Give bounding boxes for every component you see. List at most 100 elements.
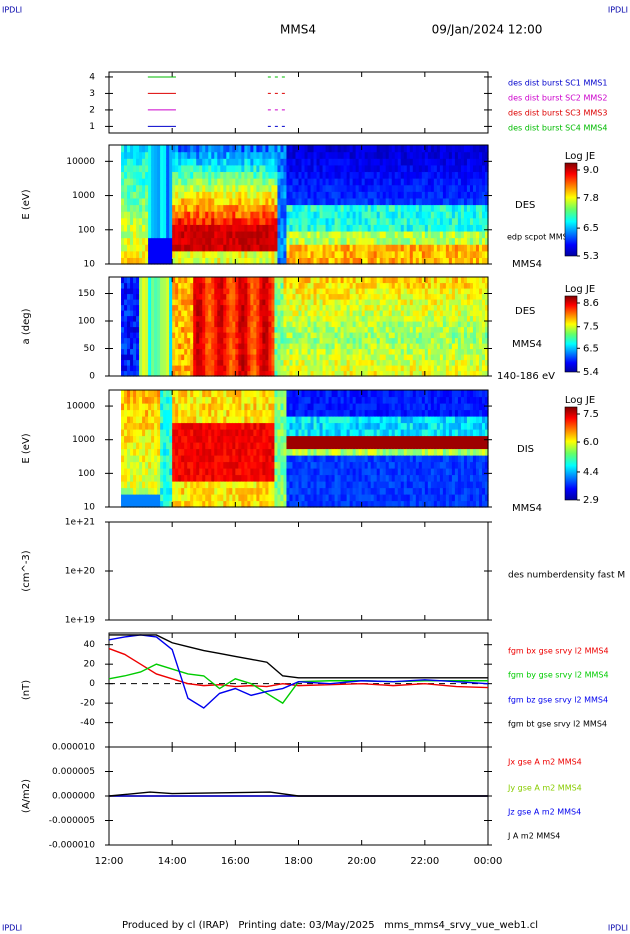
spectrogram-cell [196,416,200,424]
spectrogram-cell [166,396,170,404]
spectrogram-cell [247,304,251,311]
spectrogram-cell [343,171,348,179]
spectrogram-cell [205,151,209,159]
annotation: MMS4 [512,259,542,270]
spectrogram-cell [187,337,191,344]
spectrogram-cell [283,348,288,355]
spectrogram-cell [409,326,414,333]
spectrogram-cell [331,326,336,333]
spectrogram-cell [148,370,152,377]
spectrogram-cell [424,299,429,306]
spectrogram-cell [367,348,372,355]
spectrogram-cell [478,178,483,186]
spectrogram-cell [169,442,173,450]
spectrogram-cell [385,244,390,252]
spectrogram-cell [124,500,128,508]
spectrogram-cell [331,277,336,284]
spectrogram-cell [241,257,245,265]
spectrogram-cell [196,145,200,153]
spectrogram-cell [193,197,197,206]
spectrogram-cell [169,257,173,265]
spectrogram-cell [430,321,435,328]
spectrogram-cell [184,257,188,265]
spectrogram-cell [184,293,188,300]
spectrogram-cell [130,237,134,245]
spectrogram-cell [127,359,131,366]
spectrogram-cell [124,217,128,225]
spectrogram-cell [217,158,221,166]
spectrogram-cell [220,230,224,239]
spectrogram-cell [181,494,185,502]
spectrogram-cell [256,370,260,377]
spectrogram-cell [331,315,336,322]
spectrogram-cell [367,354,372,361]
spectrogram-cell [430,211,435,219]
spectrogram-cell [181,257,185,265]
spectrogram-cell [232,151,236,159]
spectrogram-cell [448,224,453,232]
spectrogram-cell [145,326,149,333]
spectrogram-cell [439,211,444,219]
spectrogram-cell [130,461,134,469]
spectrogram-cell [355,310,360,317]
spectrogram-cell [481,237,486,245]
spectrogram-cell [241,310,245,317]
spectrogram-cell [268,370,273,377]
spectrogram-cell [325,326,330,333]
spectrogram-cell [376,288,381,295]
spectrogram-cell [226,178,230,186]
spectrogram-cell [142,370,146,377]
spectrogram-cell [226,326,230,333]
spectrogram-cell [355,337,360,344]
spectrogram-cell [166,293,170,300]
spectrogram-cell [139,455,143,463]
spectrogram-cell [172,409,176,417]
spectrogram-cell [250,237,254,245]
spectrogram-cell [391,204,396,212]
spectrogram-cell [427,321,432,328]
spectrogram-cell [259,211,264,219]
spectrogram-cell [295,211,300,219]
spectrogram-cell [127,429,131,437]
spectrogram-cell [175,461,179,469]
spectrogram-cell [448,237,453,245]
spectrogram-cell [346,365,351,372]
spectrogram-cell [418,310,423,317]
colorbar-label: Log JE [565,151,595,162]
spectrogram-cell [310,348,315,355]
spectrogram-cell [307,337,312,344]
spectrogram-cell [454,244,459,252]
spectrogram-cell [154,237,158,245]
spectrogram-cell [346,164,351,173]
spectrogram-cell [121,403,125,411]
spectrogram-cell [136,158,140,166]
spectrogram-cell [394,158,399,166]
spectrogram-cell [199,299,203,306]
spectrogram-cell [469,191,474,199]
spectrogram-cell [142,448,146,456]
spectrogram-cell [313,145,318,153]
spectrogram-cell [169,158,173,166]
spectrogram-cell [436,230,441,239]
spectrogram-cell [130,409,134,417]
spectrogram-cell [181,145,185,153]
legend-entry: des dist burst SC2 MMS2 [508,94,607,103]
spectrogram-cell [148,359,152,366]
spectrogram-cell [316,310,321,317]
spectrogram-cell [382,257,387,265]
spectrogram-cell [424,359,429,366]
spectrogram-cell [283,326,288,333]
spectrogram-cell [244,288,248,295]
spectrogram-cell [127,288,131,295]
spectrogram-cell [277,197,282,206]
spectrogram-cell [151,211,155,219]
spectrogram-cell [346,211,351,219]
spectrogram-cell [145,474,149,482]
spectrogram-cell [448,257,453,265]
spectrogram-cell [397,326,402,333]
spectrogram-cell [232,370,236,377]
spectrogram-cell [169,348,173,355]
spectrogram-cell [376,244,381,252]
spectrogram-cell [157,487,161,495]
spectrogram-cell [385,191,390,199]
